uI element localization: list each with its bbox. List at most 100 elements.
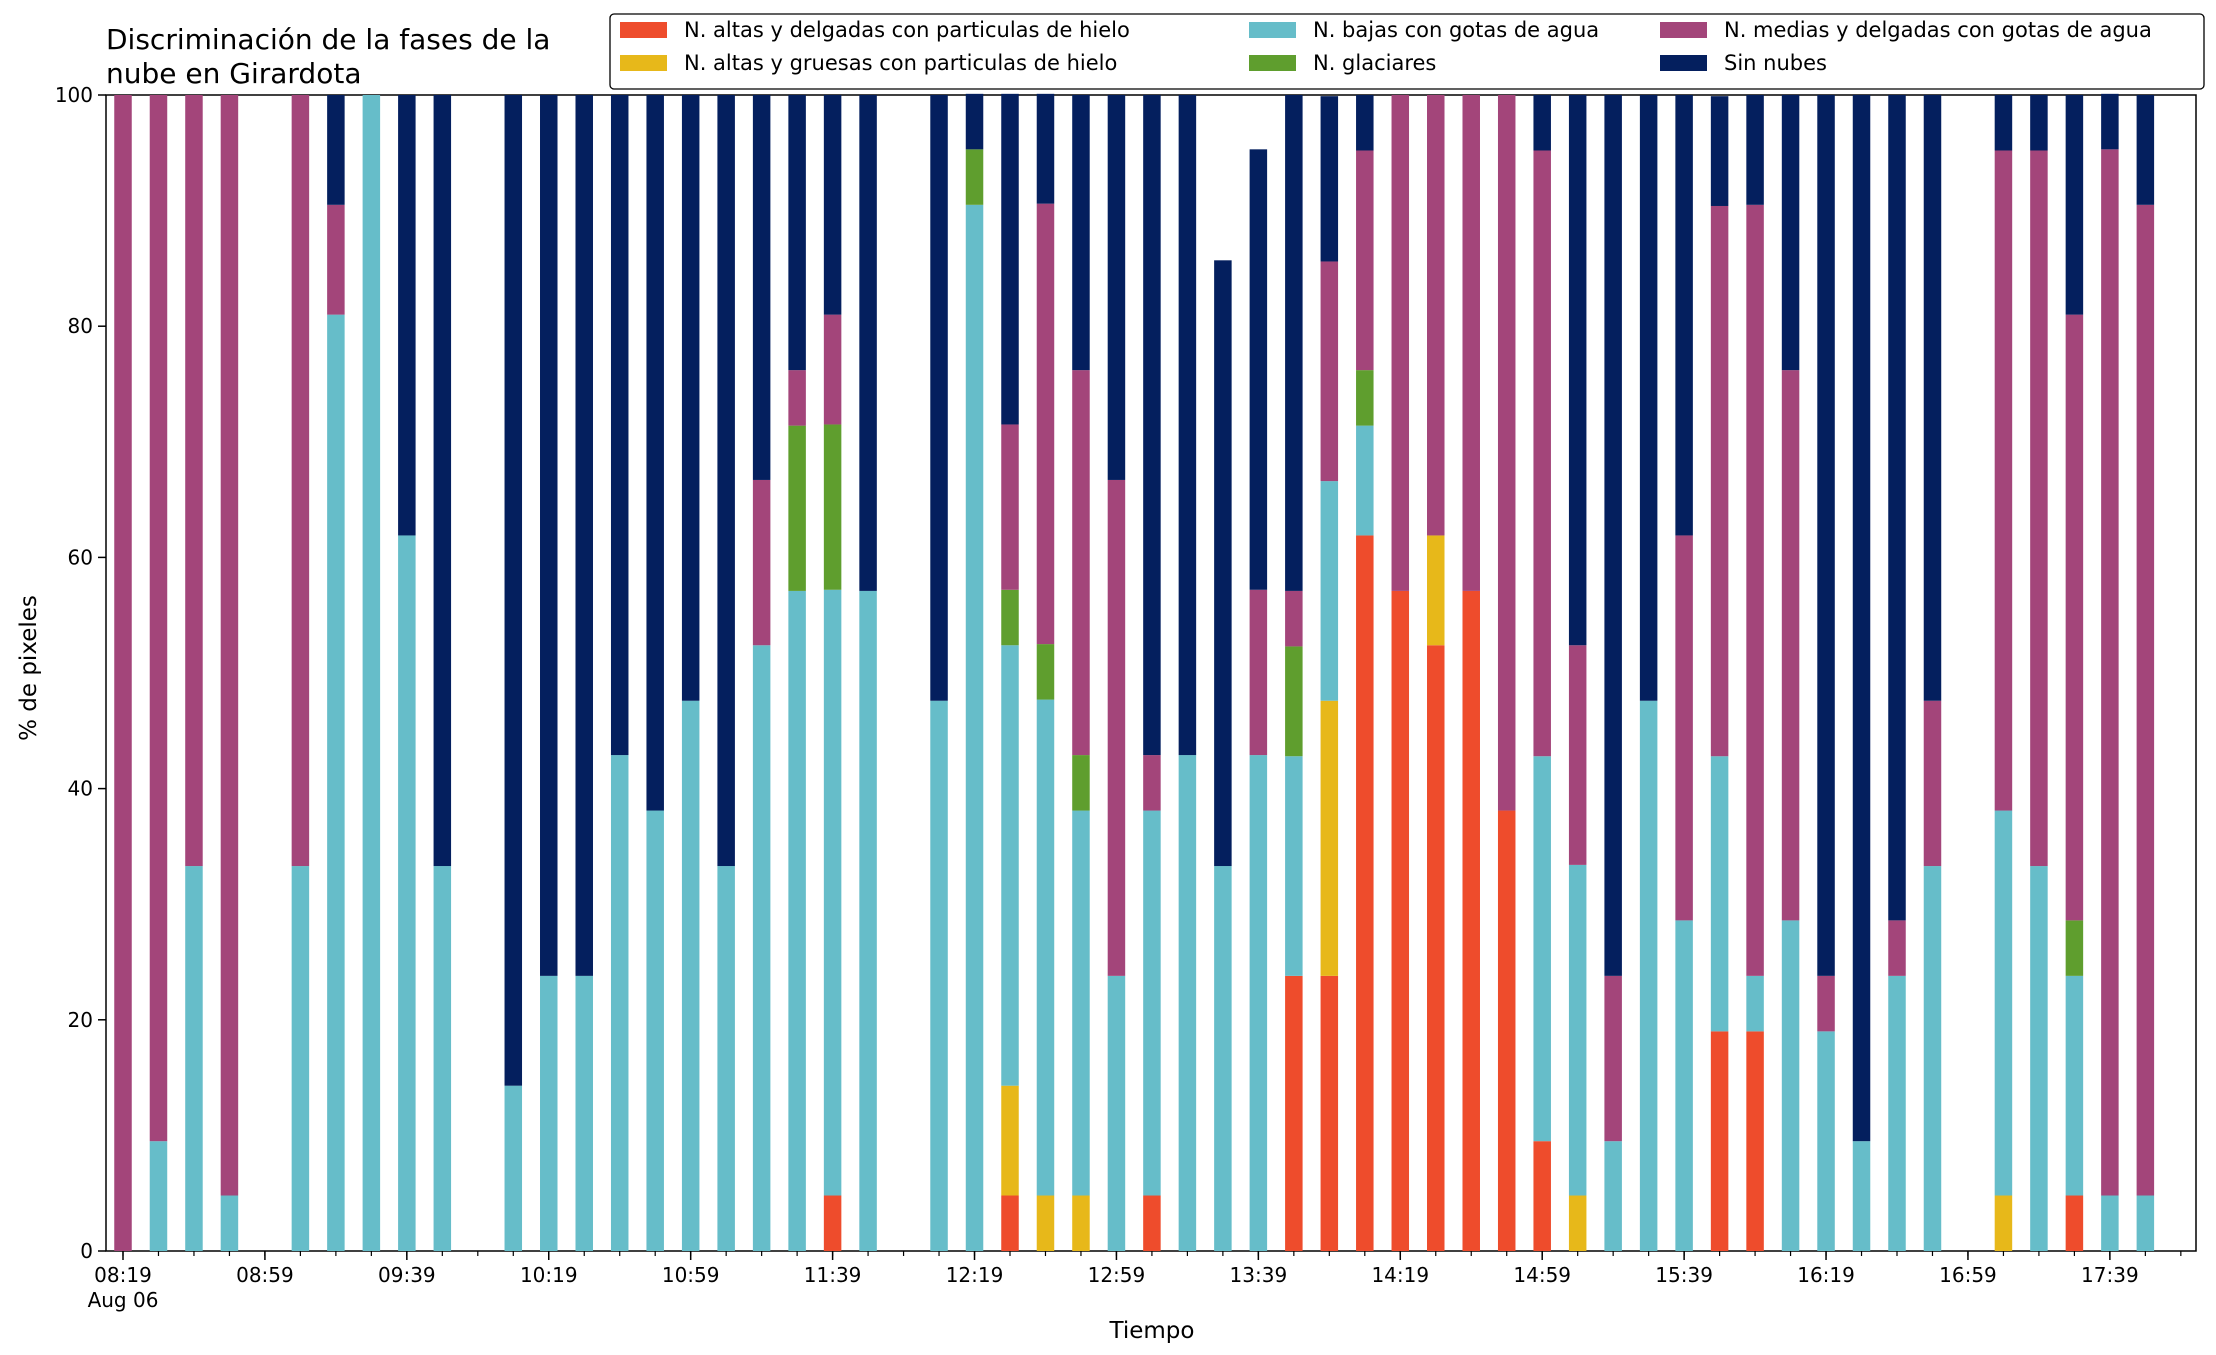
bar-segment-1149-series-2 — [859, 590, 877, 1251]
bar-segment-1219-series-2 — [965, 204, 984, 1251]
x-tick-date-label: Aug 06 — [88, 1288, 159, 1312]
bar-segment-1649-series-5 — [1923, 95, 1942, 701]
bar-segment-1139-series-2 — [823, 589, 842, 1196]
bar-segment-1649-series-2 — [1923, 866, 1942, 1251]
y-tick-label: 60 — [68, 545, 93, 569]
bar-segment-1749-series-4 — [2136, 204, 2155, 1196]
bar-segment-1339-series-4 — [1249, 589, 1268, 756]
bar-segment-1129-series-4 — [788, 370, 806, 426]
bar-segment-0929-series-2 — [362, 95, 381, 1251]
bar-segment-1549-series-0 — [1710, 1031, 1729, 1251]
bar-segment-1259-series-4 — [1107, 479, 1126, 976]
bar-segment-1129-series-5 — [788, 95, 806, 371]
bar-segment-1619-series-5 — [1817, 95, 1835, 976]
bar-segment-1539-series-4 — [1675, 535, 1693, 921]
bar-segment-1209-series-2 — [930, 700, 948, 1251]
bar-segment-1209-series-5 — [930, 95, 948, 701]
bar-segment-1749-series-5 — [2136, 95, 2155, 205]
bar-segment-0849-series-4 — [220, 95, 239, 1196]
legend-entry-label: N. bajas con gotas de agua — [1313, 18, 1599, 42]
bar-segment-0909-series-4 — [291, 95, 310, 867]
bar-segment-1239-series-5 — [1036, 93, 1055, 204]
bar-segment-0909-series-2 — [291, 866, 310, 1251]
bar-segment-1409-series-0 — [1356, 535, 1374, 1251]
legend-entry-label: N. altas y gruesas con particulas de hie… — [684, 51, 1117, 75]
bar-segment-1429-series-0 — [1427, 645, 1445, 1251]
bar-segment-1309-series-0 — [1143, 1195, 1161, 1251]
bar-segment-1359-series-4 — [1320, 261, 1339, 482]
bar-segment-1619-series-4 — [1817, 975, 1835, 1032]
bar-segment-1059-series-5 — [681, 95, 700, 701]
bar-segment-1709-series-1 — [1994, 1195, 2013, 1251]
bar-segment-1709-series-5 — [1994, 95, 2013, 151]
bar-segment-1359-series-0 — [1320, 975, 1339, 1251]
legend-swatch — [620, 55, 667, 71]
y-tick-label: 100 — [55, 83, 93, 107]
bar-segment-1359-series-1 — [1320, 700, 1339, 976]
bar-segment-1249-series-3 — [1072, 755, 1090, 811]
bar-segment-1559-series-2 — [1746, 975, 1764, 1032]
bar-segment-1539-series-2 — [1675, 920, 1693, 1251]
bar-segment-1449-series-0 — [1497, 810, 1516, 1251]
bar-segment-1329-series-2 — [1214, 866, 1232, 1251]
bar-segment-1049-series-2 — [646, 810, 664, 1251]
bar-segment-1539-series-5 — [1675, 95, 1693, 536]
legend-entry-label: Sin nubes — [1724, 51, 1827, 75]
bar-segment-1739-series-5 — [2101, 93, 2119, 150]
legend-swatch — [620, 22, 667, 38]
bar-segment-1349-series-0 — [1285, 975, 1303, 1251]
bar-segment-1129-series-3 — [788, 425, 806, 591]
x-tick-label: 08:59 — [236, 1263, 294, 1287]
bar-segment-1249-series-4 — [1072, 370, 1090, 756]
bar-segment-1729-series-2 — [2065, 975, 2084, 1196]
bar-segment-1709-series-4 — [1994, 150, 2013, 811]
legend: N. altas y delgadas con particulas de hi… — [609, 13, 2205, 90]
bar-segment-1309-series-5 — [1143, 95, 1161, 756]
x-tick-label: 12:19 — [946, 1263, 1004, 1287]
bar-segment-1119-series-2 — [752, 645, 771, 1251]
bar-segment-1109-series-2 — [717, 866, 735, 1251]
x-tick-label: 17:39 — [2081, 1263, 2139, 1287]
bar-segment-1429-series-4 — [1427, 95, 1445, 536]
bar-segment-1429-series-1 — [1427, 535, 1445, 646]
bar-segment-1459-series-0 — [1533, 1141, 1551, 1251]
bar-segment-1719-series-4 — [2030, 150, 2048, 867]
bar-segment-1739-series-2 — [2101, 1195, 2119, 1251]
bar-segment-1449-series-4 — [1497, 95, 1516, 811]
bar-segment-1509-series-2 — [1568, 864, 1587, 1196]
bar-segment-1229-series-4 — [1001, 424, 1019, 590]
bar-segment-1349-series-4 — [1285, 590, 1303, 647]
bar-segment-1239-series-3 — [1036, 644, 1055, 700]
bar-segment-1419-series-4 — [1391, 95, 1410, 591]
bar-segment-1509-series-5 — [1568, 95, 1587, 646]
bar-segment-1409-series-3 — [1356, 370, 1374, 426]
bar-segment-1309-series-2 — [1143, 810, 1161, 1196]
legend-entry-label: N. medias y delgadas con gotas de agua — [1724, 18, 2152, 42]
bar-segment-1029-series-5 — [575, 95, 593, 976]
bar-segment-1259-series-2 — [1107, 975, 1126, 1251]
bar-segment-0839-series-2 — [185, 866, 203, 1251]
bar-segment-0919-series-2 — [327, 314, 345, 1251]
bar-segment-1009-series-5 — [504, 95, 523, 1086]
bar-segment-1339-series-5 — [1249, 149, 1268, 590]
bar-segment-1329-series-5 — [1214, 260, 1232, 867]
x-tick-label: 16:59 — [1939, 1263, 1997, 1287]
bar-segment-1439-series-0 — [1462, 590, 1480, 1251]
bar-segment-1359-series-5 — [1320, 96, 1339, 262]
bar-segment-1019-series-5 — [540, 95, 558, 976]
bar-segment-1549-series-5 — [1710, 96, 1729, 206]
bar-segment-0819-series-4 — [114, 95, 132, 1251]
bar-segment-1459-series-2 — [1533, 756, 1551, 1142]
bar-segment-1629-series-5 — [1852, 95, 1871, 1142]
bar-segment-1109-series-5 — [717, 95, 735, 867]
bar-segment-0939-series-2 — [398, 535, 416, 1251]
bar-segment-1129-series-2 — [788, 590, 806, 1251]
bar-segment-0829-series-4 — [149, 95, 168, 1142]
bar-segment-1319-series-2 — [1178, 755, 1197, 1251]
bar-segment-1409-series-5 — [1356, 95, 1374, 151]
bar-segment-1549-series-4 — [1710, 205, 1729, 757]
x-tick-label: 16:19 — [1797, 1263, 1855, 1287]
bar-segment-1239-series-2 — [1036, 699, 1055, 1196]
bar-segment-1609-series-5 — [1781, 95, 1800, 371]
